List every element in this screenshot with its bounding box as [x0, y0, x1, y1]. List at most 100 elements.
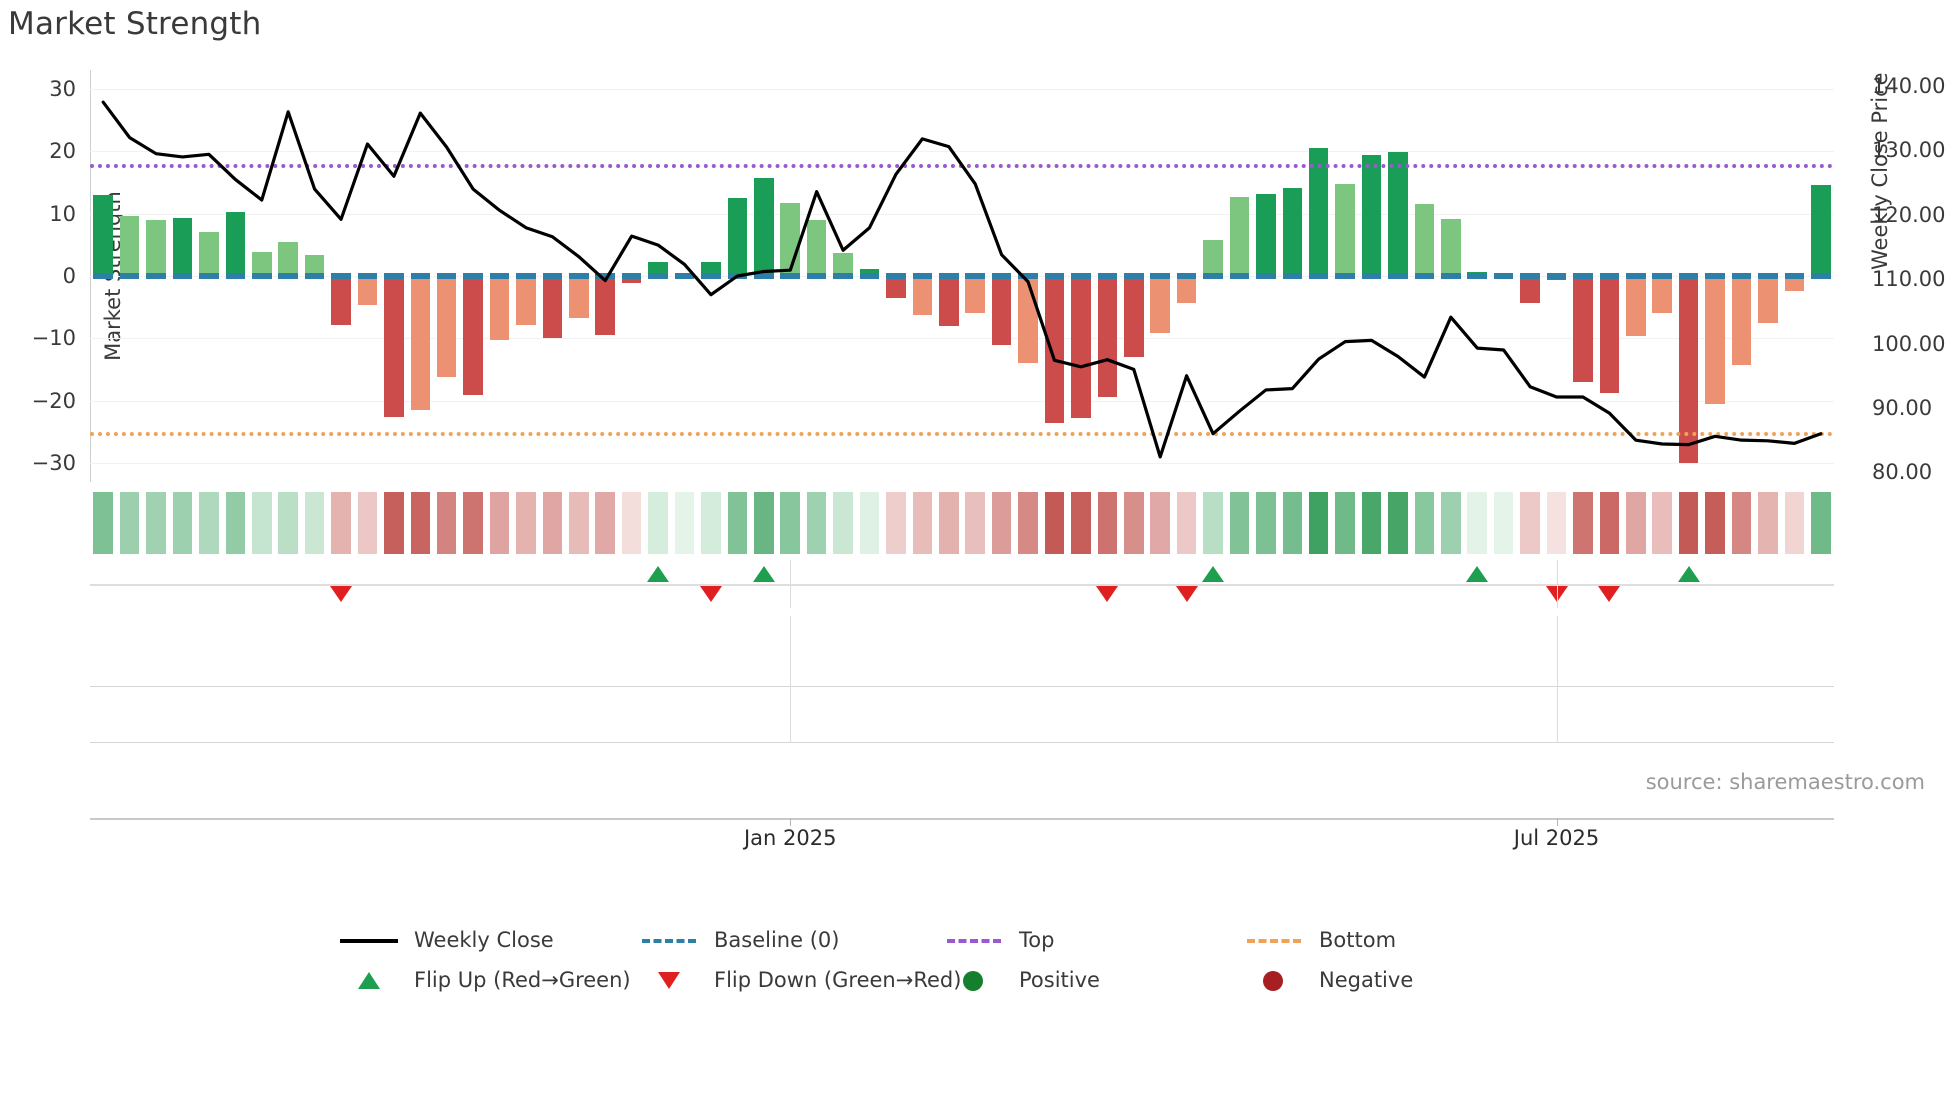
x-guide-line	[790, 616, 792, 686]
heatmap-cell	[251, 492, 272, 554]
baseline-dash	[806, 273, 827, 279]
baseline-dash	[859, 273, 880, 279]
strength-bar	[516, 276, 536, 325]
legend-label: Bottom	[1319, 928, 1397, 952]
baseline-dash	[1546, 273, 1567, 279]
heatmap-cell	[1071, 492, 1091, 554]
gridline	[90, 151, 1834, 153]
strength-bar	[1308, 148, 1329, 276]
strength-bar	[93, 194, 113, 276]
page-title: Market Strength	[8, 6, 262, 42]
strength-bar	[1520, 276, 1540, 304]
divider-row-1	[90, 686, 1834, 687]
heatmap-cell	[516, 492, 536, 554]
gridline	[90, 338, 1834, 340]
baseline-dash	[1758, 273, 1778, 279]
strength-bar	[595, 276, 616, 335]
strength-bar	[1599, 276, 1620, 393]
strength-bar	[621, 276, 642, 284]
strength-bar	[1044, 276, 1065, 423]
x-guide-line	[790, 560, 792, 608]
flip-up-marker	[647, 566, 670, 582]
baseline-dash	[172, 273, 193, 279]
weekly-close-line	[101, 100, 1823, 459]
legend-item[interactable]: Top	[945, 920, 1054, 960]
baseline-dash	[331, 273, 351, 279]
flip-up-marker	[752, 566, 775, 582]
heatmap-cell	[1361, 492, 1382, 554]
x-guide-line	[1556, 560, 1558, 608]
baseline-dash	[1229, 273, 1250, 279]
x-axis-line	[90, 818, 1834, 820]
legend-item[interactable]: Positive	[945, 960, 1100, 1000]
legend-label: Baseline (0)	[714, 928, 840, 952]
heatmap-cell	[278, 492, 298, 554]
heatmap-cell	[701, 492, 721, 554]
legend-label: Flip Down (Green→Red)	[714, 968, 962, 992]
heatmap-cell	[939, 492, 959, 554]
triangle-down-red-icon	[640, 969, 698, 991]
legend-item[interactable]: Bottom	[1245, 920, 1396, 960]
baseline-dash	[1176, 273, 1197, 279]
baseline-dash	[1123, 273, 1144, 279]
x-guide-line	[790, 686, 792, 742]
strength-bar	[542, 276, 563, 339]
strength-bar	[1573, 276, 1593, 383]
legend-item[interactable]: Baseline (0)	[640, 920, 839, 960]
flip-down-marker	[1598, 586, 1621, 602]
heatmap-cell	[780, 492, 800, 554]
heatmap-cell	[1097, 492, 1118, 554]
baseline-dash	[1203, 273, 1223, 279]
legend-item[interactable]: Negative	[1245, 960, 1413, 1000]
heatmap-cell	[1388, 492, 1408, 554]
heatmap-cell	[727, 492, 748, 554]
heatmap-cell	[436, 492, 457, 554]
source-note: source: sharemaestro.com	[1645, 770, 1925, 794]
bottom-reference-line	[90, 432, 1834, 437]
baseline-dash	[1599, 273, 1620, 279]
strength-bar	[806, 220, 827, 276]
heatmap-cell	[225, 492, 246, 554]
heatmap-cell	[886, 492, 906, 554]
heatmap-cell	[1018, 492, 1038, 554]
baseline-dash	[701, 273, 721, 279]
strength-bar	[410, 276, 431, 411]
baseline-dash	[384, 273, 404, 279]
heatmap-cell	[1176, 492, 1197, 554]
strength-bar	[1229, 197, 1250, 276]
legend-item[interactable]: Flip Up (Red→Green)	[340, 960, 631, 1000]
flip-marker-band	[90, 560, 1834, 608]
strength-bar	[1731, 276, 1752, 365]
plot-area: Market Strength	[90, 70, 1834, 482]
baseline-dash	[1388, 273, 1408, 279]
baseline-dash	[939, 273, 959, 279]
baseline-dash	[1678, 273, 1699, 279]
strength-bar	[278, 241, 298, 276]
legend-item[interactable]: Weekly Close	[340, 920, 554, 960]
heatmap-cell	[1520, 492, 1540, 554]
baseline-dash	[1731, 273, 1752, 279]
heatmap-cell	[1652, 492, 1672, 554]
dot-green-icon	[945, 969, 1003, 991]
y-tick-left: −30	[31, 451, 76, 476]
baseline-dash	[278, 273, 298, 279]
x-tick-label: Jan 2025	[743, 826, 837, 850]
legend-item[interactable]: Flip Down (Green→Red)	[640, 960, 961, 1000]
heatmap-cell	[1784, 492, 1805, 554]
gridline	[90, 88, 1834, 90]
y-tick-right: 80.00	[1872, 460, 1933, 485]
heatmap-cell	[1414, 492, 1435, 554]
flip-down-marker	[1096, 586, 1119, 602]
baseline-dash	[436, 273, 457, 279]
baseline-dash	[489, 273, 510, 279]
strength-heatmap-strip	[90, 492, 1834, 554]
baseline-dash	[1097, 273, 1118, 279]
strength-bar	[119, 216, 140, 276]
flip-down-marker	[699, 586, 722, 602]
legend-label: Top	[1019, 928, 1055, 952]
strength-bar	[939, 276, 959, 326]
strength-bar	[991, 276, 1012, 345]
baseline-dash	[569, 273, 589, 279]
y-tick-left: 10	[49, 201, 76, 226]
